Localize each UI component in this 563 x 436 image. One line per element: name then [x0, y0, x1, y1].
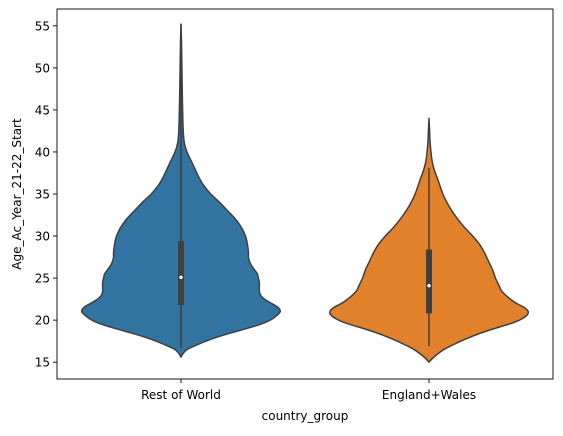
y-tick-label: 40: [35, 145, 50, 159]
y-tick-label: 45: [35, 103, 50, 117]
violin-iqr-box: [426, 249, 432, 314]
violin-1: [80, 23, 282, 358]
y-tick-label: 20: [35, 314, 50, 328]
y-tick-label: 15: [35, 356, 50, 370]
x-tick-label: England+Wales: [382, 388, 476, 402]
y-tick-label: 25: [35, 272, 50, 286]
violin-iqr-box: [178, 241, 184, 305]
y-tick-label: 35: [35, 188, 50, 202]
axes-frame: [56, 8, 554, 380]
x-axis-label: country_group: [262, 409, 349, 423]
violin-median-point: [179, 275, 183, 279]
y-tick-label: 30: [35, 230, 50, 244]
violin-median-point: [427, 283, 431, 288]
y-axis-ticks: 15 20 25 30 35 40 45 50 55: [35, 19, 57, 370]
y-axis-label: Age_Ac_Year_21-22_Start: [10, 118, 24, 270]
x-axis-ticks: Rest of World England+Wales: [141, 379, 476, 402]
y-tick-label: 55: [35, 19, 50, 33]
violin-layer: [80, 23, 530, 363]
y-tick-label: 50: [35, 61, 50, 75]
violin-2: [328, 117, 530, 363]
x-tick-label: Rest of World: [141, 388, 221, 402]
